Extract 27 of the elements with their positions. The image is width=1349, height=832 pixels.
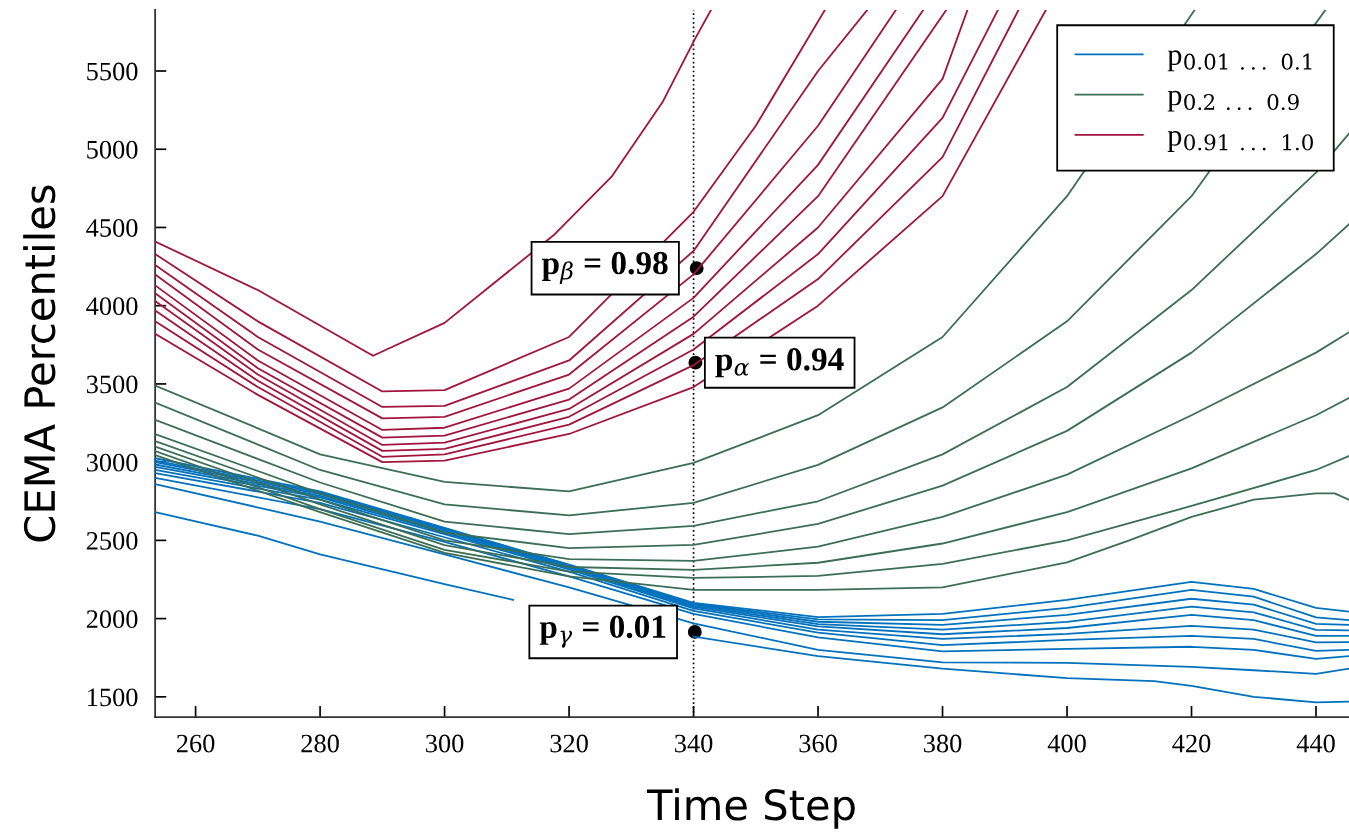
y-tick-label: 2500 [86, 531, 138, 550]
x-tick-label: 420 [1172, 734, 1211, 753]
y-tick-label: 5000 [87, 140, 138, 159]
x-tick-label: 340 [675, 734, 713, 753]
x-tick-label: 360 [799, 734, 837, 753]
x-tick-label: 380 [924, 734, 962, 753]
y-tick-label: 4000 [86, 297, 138, 316]
annotation: p$_{γ}$ = 0.01 [539, 615, 666, 648]
y-axis-title: CEMA Percentiles [23, 185, 56, 542]
x-axis-title: Time Step [646, 788, 855, 829]
y-tick-label: 3000 [86, 453, 138, 472]
y-tick-label: 3500 [86, 375, 138, 394]
y-tick-label: 1500 [88, 688, 138, 707]
annotation: p$_{β}$ = 0.98 [541, 251, 668, 285]
x-tick-label: 440 [1296, 734, 1335, 753]
legend-label: p$_{0.91 ... 1.0}$ [1167, 130, 1313, 152]
legend-label: p$_{0.2 ... 0.9}$ [1167, 90, 1299, 112]
x-tick-label: 280 [301, 734, 339, 753]
legend-label: p$_{0.01 ... 0.1}$ [1167, 50, 1312, 72]
x-tick-label: 260 [176, 734, 215, 753]
annotation: p$_{α}$ = 0.94 [715, 348, 844, 378]
y-tick-label: 4500 [86, 219, 138, 237]
x-tick-label: 400 [1047, 734, 1086, 753]
y-tick-label: 2000 [86, 610, 138, 629]
x-tick-label: 300 [426, 734, 464, 753]
y-tick-label: 5500 [87, 62, 138, 81]
x-tick-label: 320 [550, 734, 588, 753]
